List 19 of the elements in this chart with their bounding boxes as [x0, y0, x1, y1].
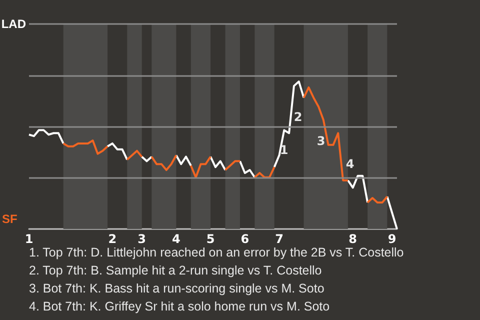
text: 4. Bot 7th: K. Griffey Sr hit a solo home run vs M. Soto	[29, 300, 330, 314]
y-axis-title: SF	[2, 212, 18, 226]
x-tick-label: 9	[388, 232, 396, 246]
text: 2. Top 7th: B. Sample hit a 2-run single vs T. Costello	[29, 264, 322, 278]
x-tick-label: 3	[138, 232, 146, 246]
x-tick-label: 6	[240, 232, 250, 246]
x-tick-label: 2	[108, 232, 117, 246]
ref-line-label: LAD	[1, 17, 26, 31]
x-tick-label: 1	[24, 232, 34, 246]
text: 3. Bot 7th: K. Bass hit a run-scoring single vs M. Soto	[29, 282, 324, 296]
annotation: 4	[346, 157, 354, 171]
x-tick-label: 4	[172, 232, 180, 246]
annotation: 2	[294, 110, 302, 124]
x-tick-label: 7	[275, 232, 284, 246]
annotation: 1	[280, 143, 288, 157]
text: 1. Top 7th: D. Littlejohn reached on an error by the 2B vs T. Costello	[29, 246, 404, 260]
x-tick-label: 8	[348, 232, 358, 246]
annotation: 3	[316, 134, 326, 148]
x-tick-label: 5	[206, 232, 215, 246]
